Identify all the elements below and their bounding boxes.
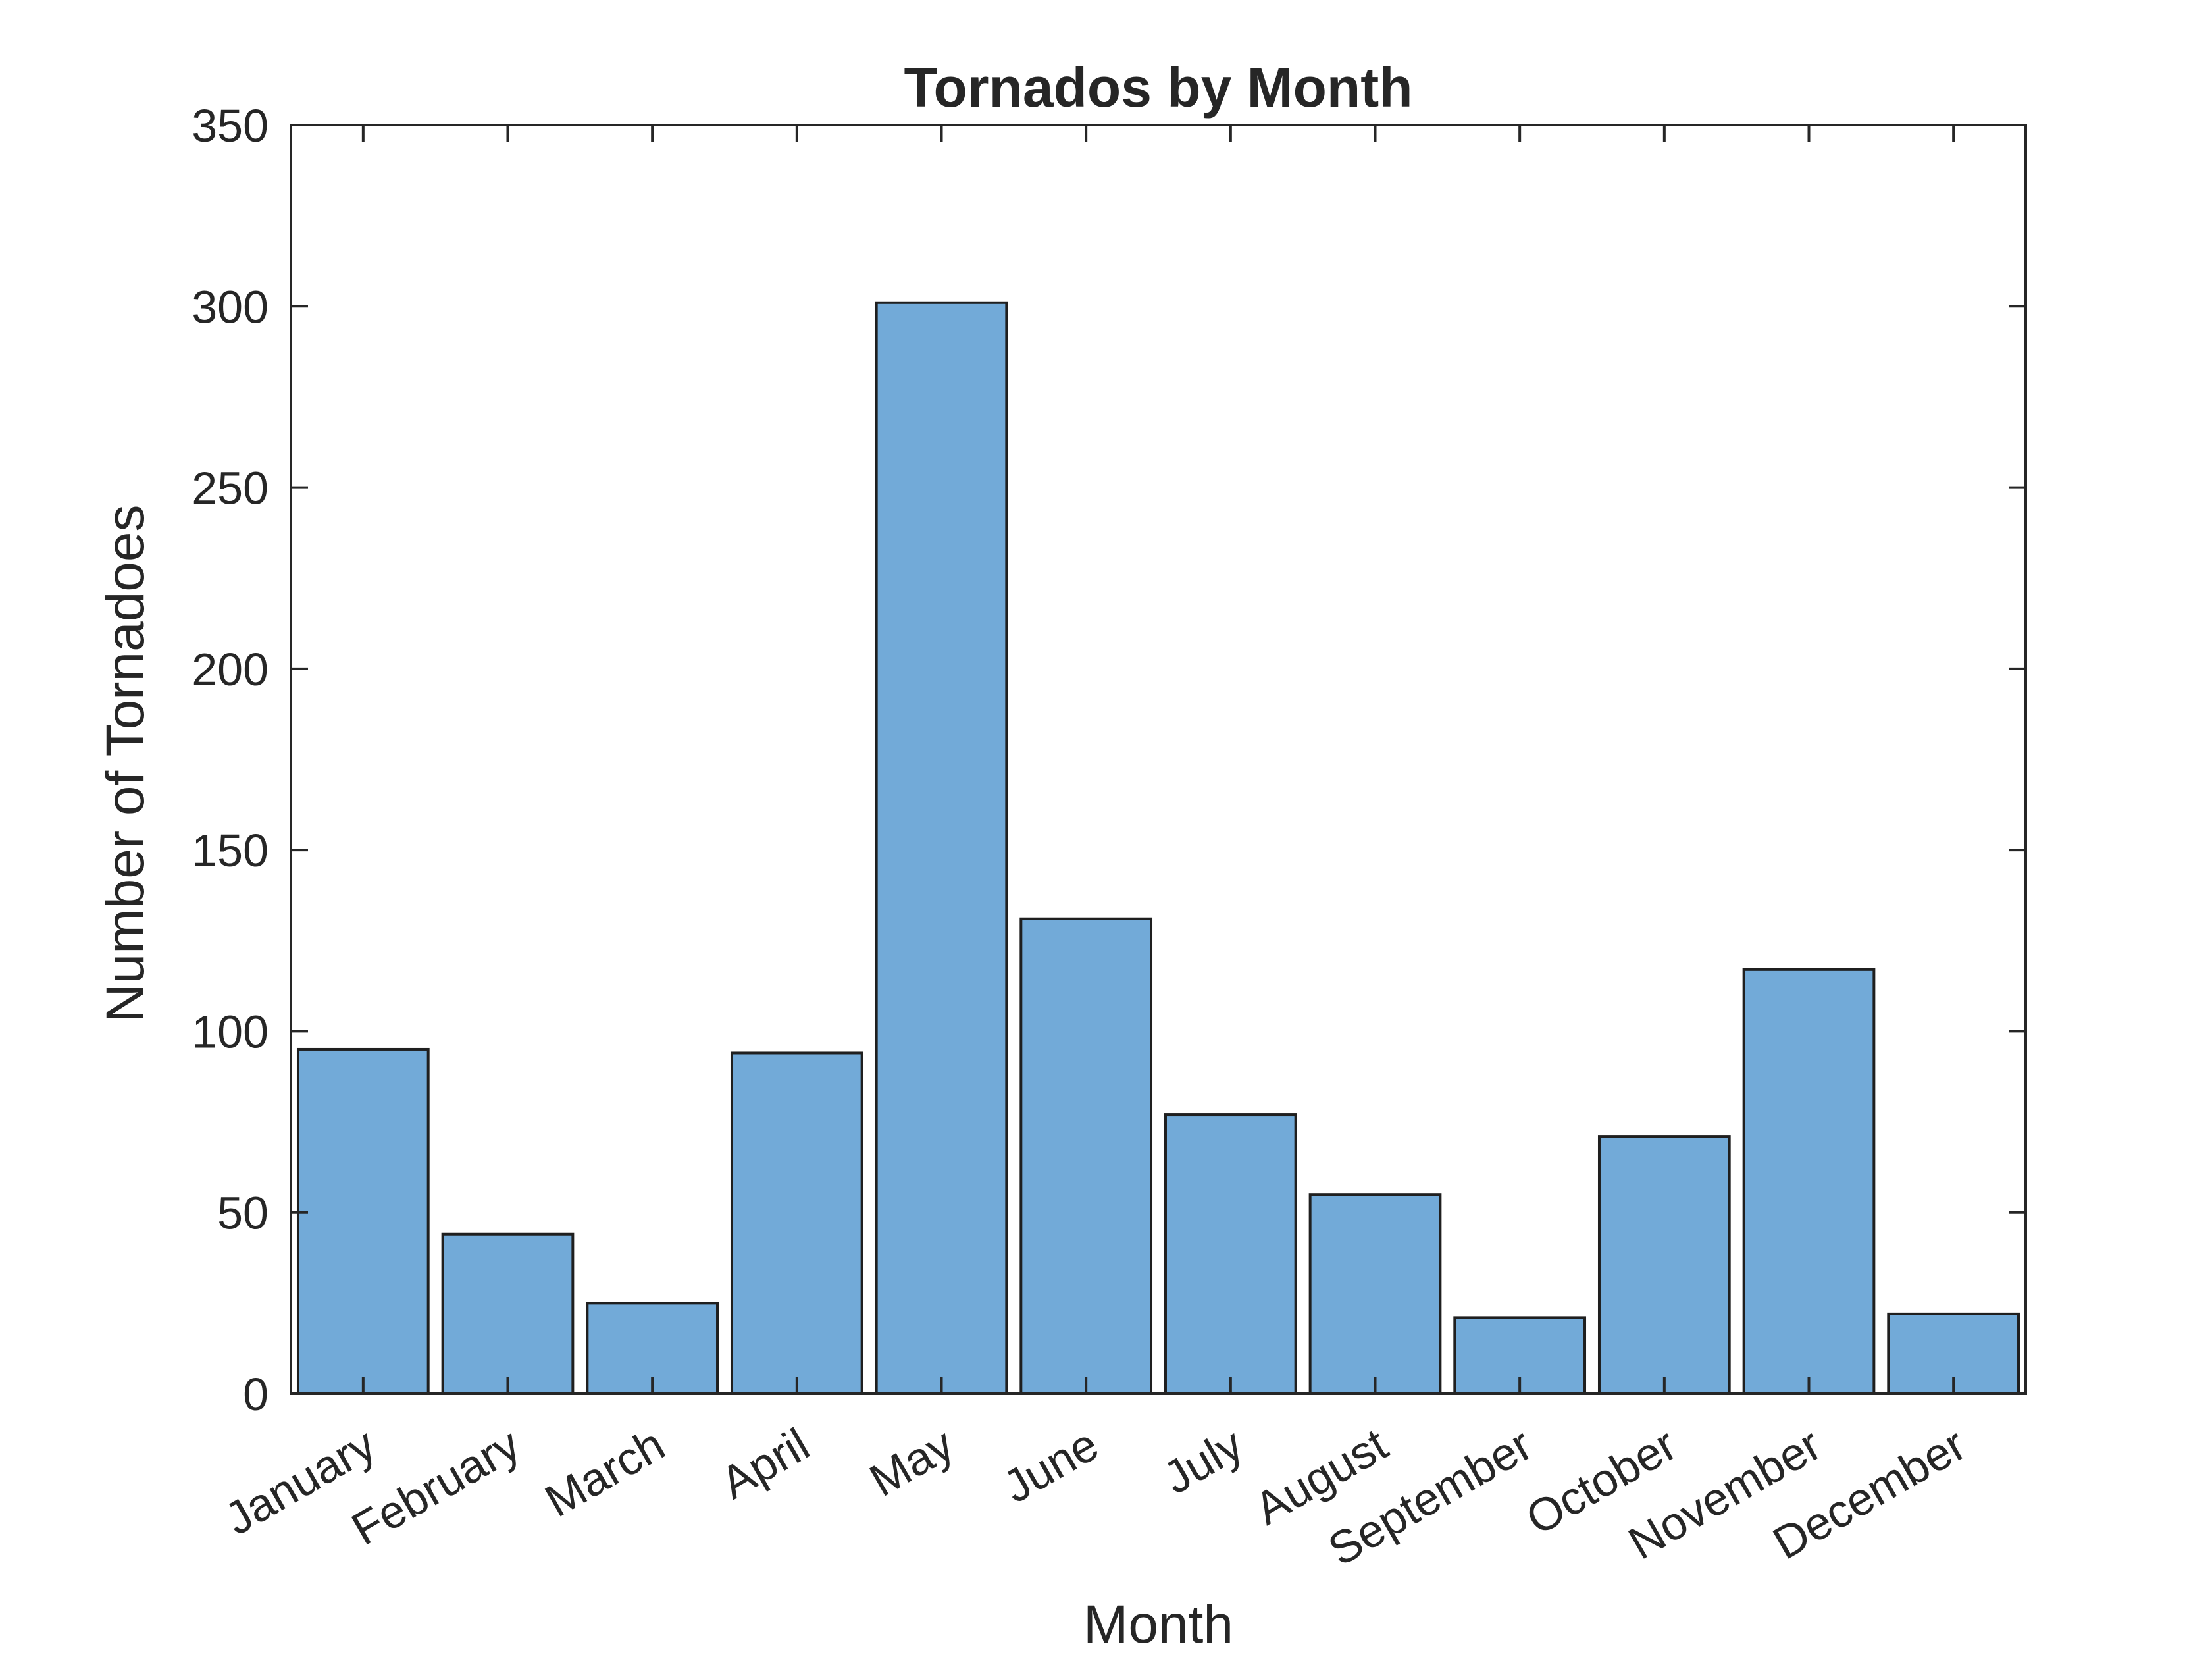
bar-february [441, 1232, 575, 1395]
x-axis-title: Month [1083, 1594, 1233, 1654]
bar-october [1597, 1135, 1731, 1395]
y-tick-label: 350 [192, 100, 269, 151]
x-tick-label-july: July [1155, 1418, 1252, 1504]
bar-april [730, 1051, 863, 1396]
y-tick-label: 150 [192, 825, 269, 876]
y-tick-label: 250 [192, 463, 269, 514]
y-tick-label: 0 [243, 1369, 269, 1420]
y-tick-label: 200 [192, 644, 269, 695]
y-ticks-group: 0 50 100 150 200 250 300 350 [192, 100, 2026, 1420]
bar-may [875, 301, 1008, 1395]
bar-august [1308, 1193, 1442, 1395]
x-tick-label-may: May [861, 1418, 962, 1506]
x-tick-label-march: March [536, 1418, 673, 1527]
x-tick-label-april: April [712, 1418, 817, 1509]
x-tick-label-june: June [994, 1418, 1106, 1512]
y-tick-label: 50 [217, 1188, 269, 1239]
bar-june [1019, 917, 1153, 1396]
axes-group [290, 124, 2027, 1395]
bars-group [296, 301, 2020, 1396]
bar-july [1164, 1113, 1297, 1396]
plot-frame [290, 124, 2027, 1395]
bar-january [296, 1047, 430, 1395]
y-tick-label: 100 [192, 1006, 269, 1057]
y-axis-title: Number of Tornadoes [95, 504, 155, 1022]
y-tick-label: 300 [192, 281, 269, 332]
chart-title: Tornados by Month [904, 57, 1412, 118]
bar-november [1742, 968, 1876, 1395]
x-tick-label-february: February [343, 1418, 528, 1555]
